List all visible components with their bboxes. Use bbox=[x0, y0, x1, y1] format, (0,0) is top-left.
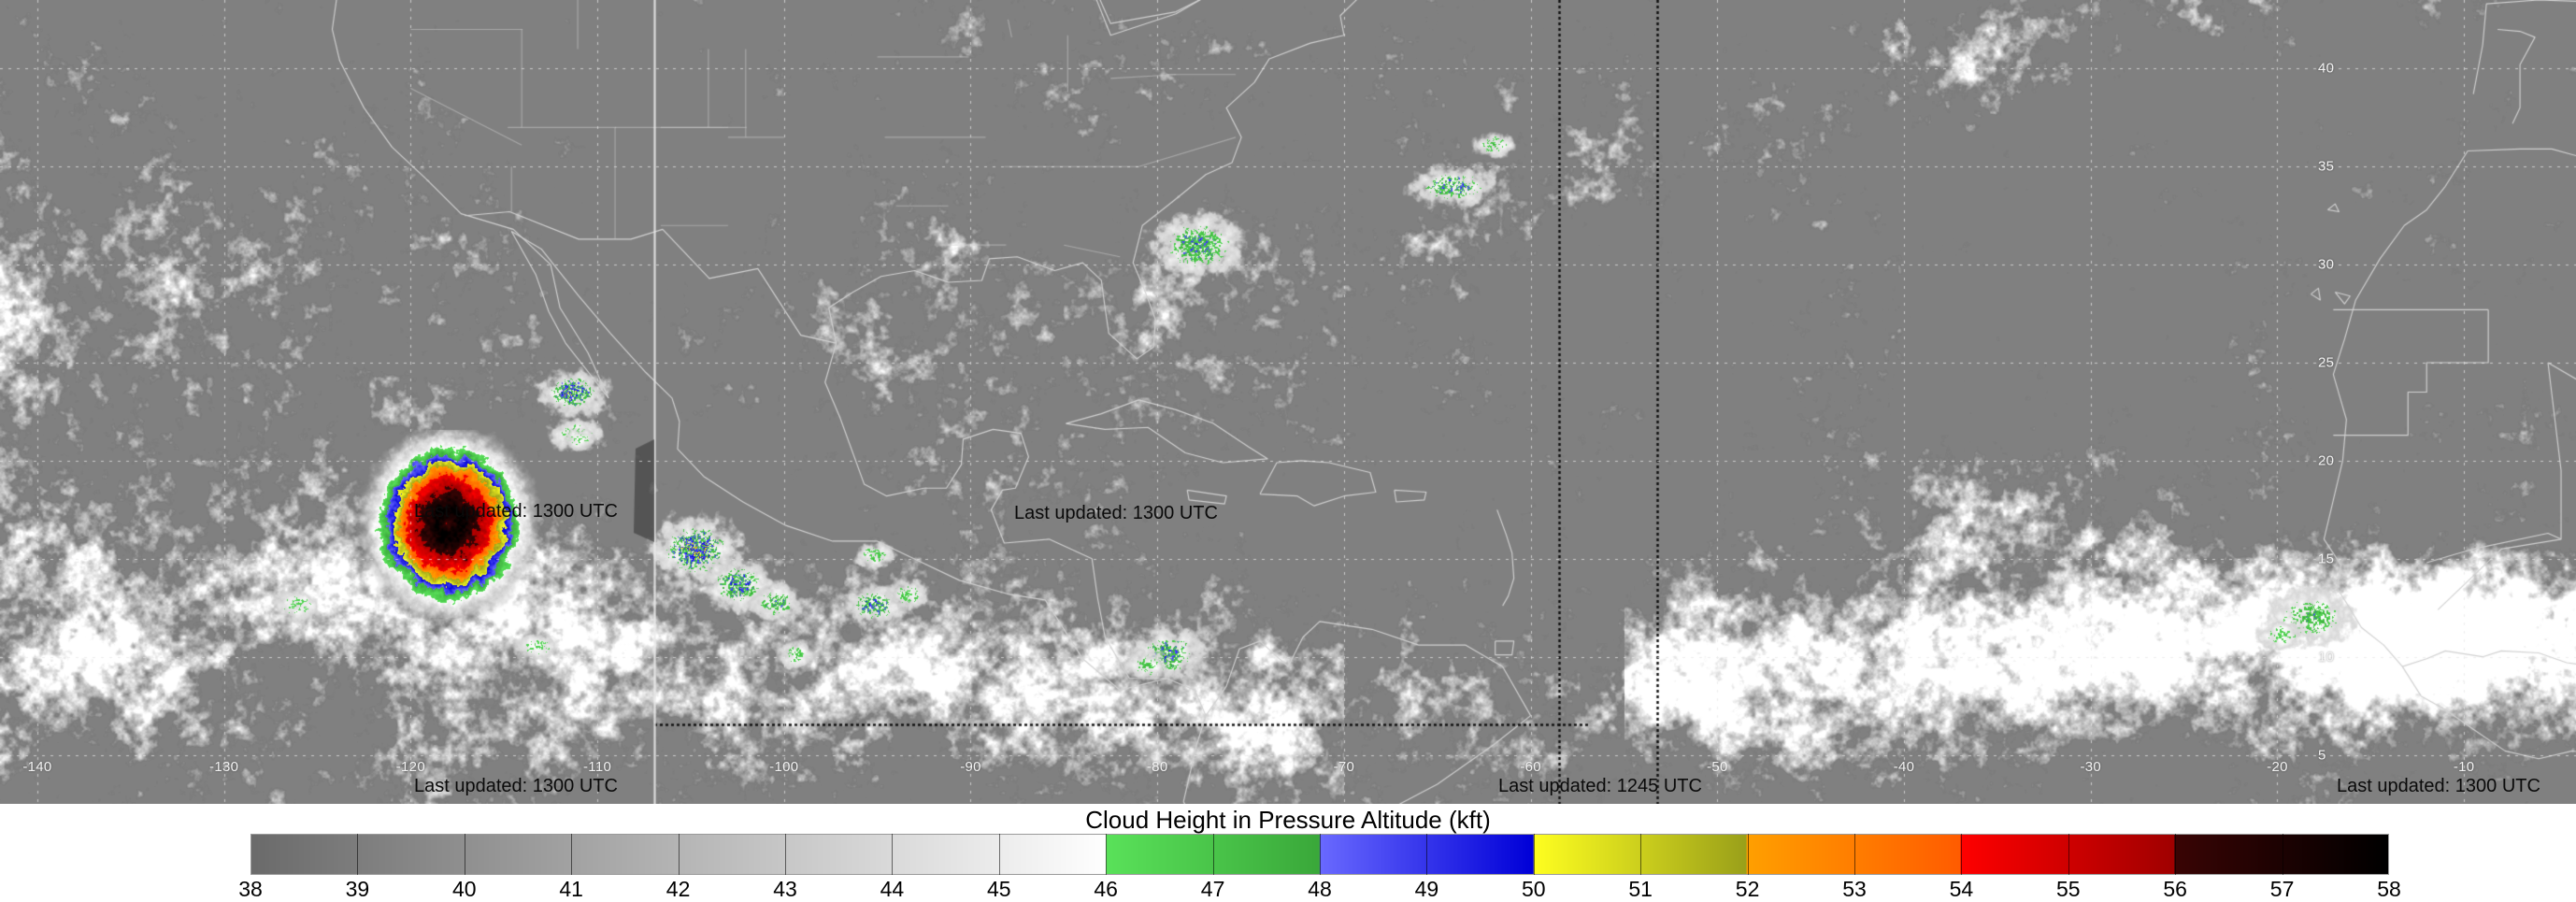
colorbar-tick-label: 46 bbox=[1094, 877, 1118, 901]
colorbar-tick-label: 53 bbox=[1842, 877, 1867, 901]
colorbar-tick-label: 57 bbox=[2269, 877, 2295, 901]
colorbar-tick-label: 58 bbox=[2377, 877, 2401, 901]
last-updated-stamp: Last updated: 1300 UTC bbox=[414, 501, 618, 522]
colorbar-tick-label: 41 bbox=[559, 877, 583, 901]
colorbar-gradient bbox=[250, 834, 2389, 875]
last-updated-stamp: Last updated: 1245 UTC bbox=[1498, 776, 1702, 796]
colorbar-tick-label: 39 bbox=[345, 877, 370, 901]
colorbar-tick-label: 44 bbox=[880, 877, 905, 901]
colorbar-tick-label: 40 bbox=[452, 877, 477, 901]
colorbar-tick-label: 51 bbox=[1628, 877, 1653, 901]
colorbar-tick-label: 38 bbox=[238, 877, 263, 901]
colorbar-tick-label: 48 bbox=[1308, 877, 1332, 901]
colorbar[interactable] bbox=[250, 834, 2389, 875]
colorbar-tick-label: 50 bbox=[1522, 877, 1546, 901]
colorbar-tick-label: 45 bbox=[987, 877, 1011, 901]
colorbar-tick-label: 55 bbox=[2056, 877, 2081, 901]
satellite-map-panel[interactable]: -140 -130 -120 -110 -100 -90 -80 -70 -60 -50 -40 -3… bbox=[0, 0, 2576, 804]
colorbar-tick-label: 54 bbox=[1949, 877, 1974, 901]
last-updated-stamp: Last updated: 1300 UTC bbox=[414, 776, 618, 796]
colorbar-tick-label: 49 bbox=[1414, 877, 1439, 901]
colorbar-tick-labels: 38 39 40 41 42 43 44 45 46 47 48 49 50 51 52 53 54 55 56 57… bbox=[238, 877, 2401, 901]
last-updated-stamp: Last updated: 1300 UTC bbox=[2337, 776, 2540, 796]
colorbar-tick-label: 43 bbox=[773, 877, 797, 901]
last-updated-stamp: Last updated: 1300 UTC bbox=[1014, 503, 1218, 523]
colorbar-tick-label: 52 bbox=[1735, 877, 1760, 901]
colorbar-tick-label: 56 bbox=[2163, 877, 2187, 901]
graticule-overlay bbox=[0, 0, 2576, 804]
colorbar-title: Cloud Height in Pressure Altitude (kft) bbox=[1085, 806, 1491, 834]
colorbar-tick-label: 47 bbox=[1200, 877, 1225, 901]
colorbar-panel: Cloud Height in Pressure Altitude (kft) … bbox=[0, 804, 2576, 901]
colorbar-tick-label: 42 bbox=[665, 877, 691, 901]
